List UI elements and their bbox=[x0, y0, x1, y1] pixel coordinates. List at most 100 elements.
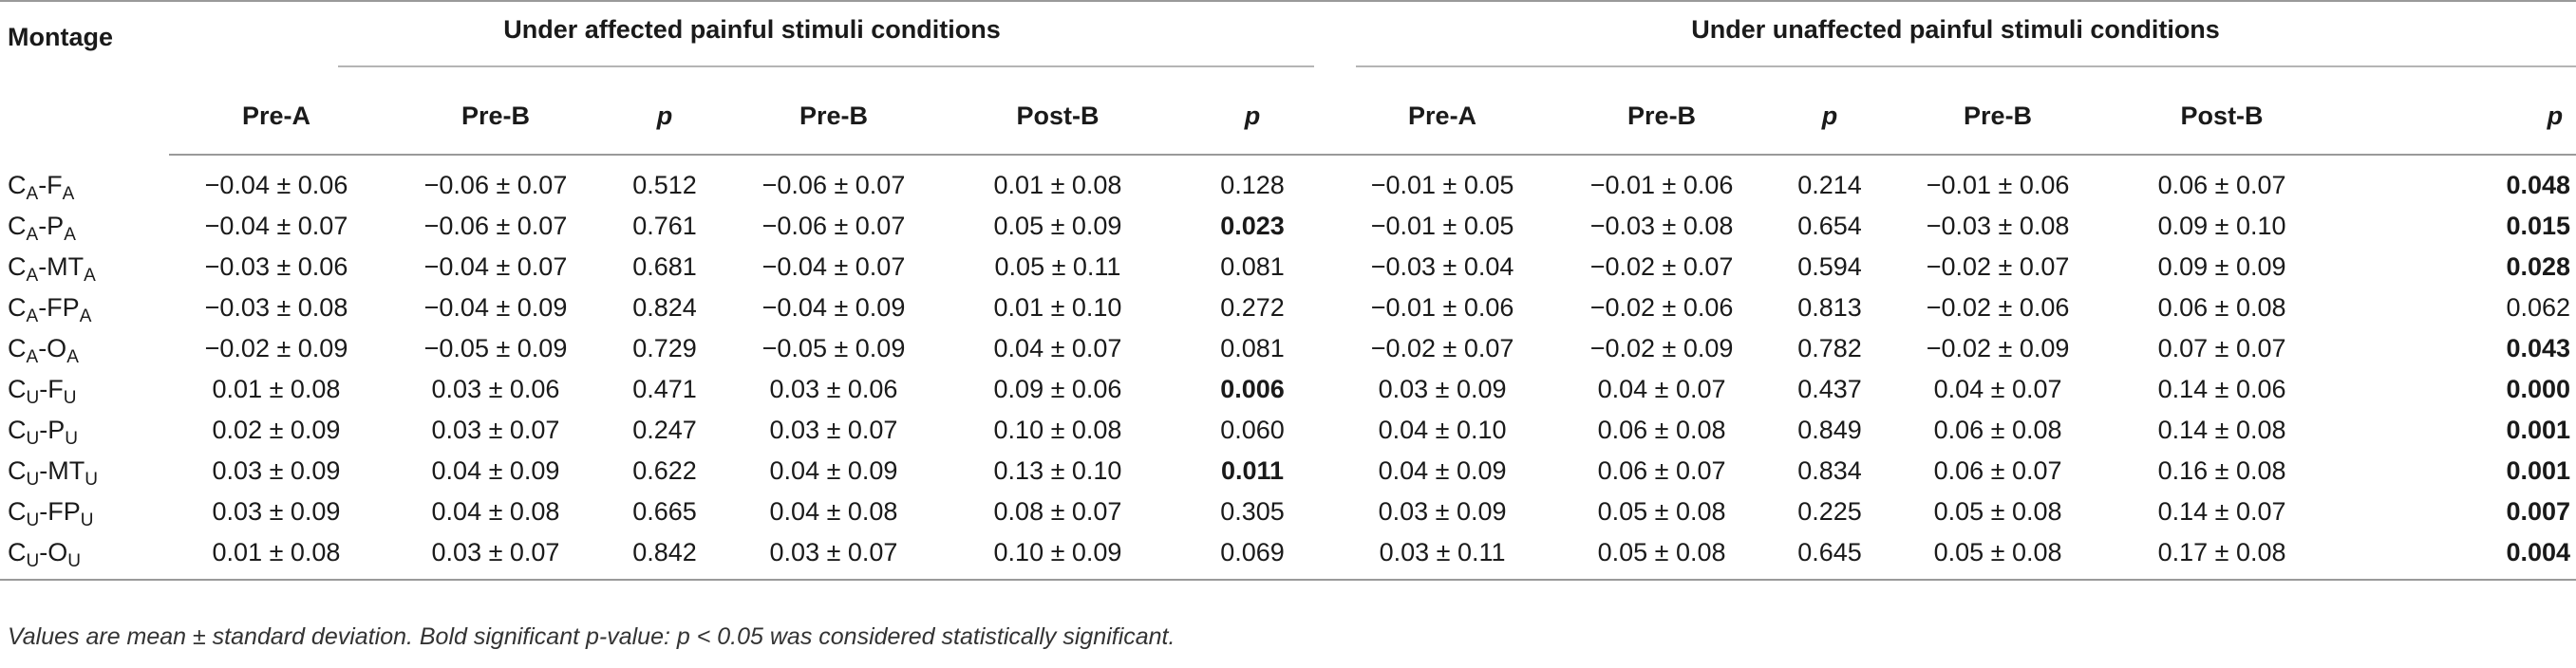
value-cell: 0.645 bbox=[1774, 532, 1887, 581]
group-divider bbox=[338, 65, 1315, 67]
value-cell: 0.729 bbox=[632, 334, 697, 362]
value-cell: 0.761 bbox=[632, 212, 697, 240]
value-cell: 0.04 ± 0.09 bbox=[431, 456, 560, 485]
value-cell: 0.305 bbox=[1220, 497, 1285, 526]
value-cell: −0.06 ± 0.07 bbox=[423, 212, 568, 240]
table-body: CA-FA −0.04 ± 0.06 −0.06 ± 0.07 0.512 −0.06 … bbox=[0, 155, 2576, 581]
value-cell: 0.04 ± 0.08 bbox=[431, 497, 560, 526]
value-cell: 0.622 bbox=[632, 456, 697, 485]
montage-main: C bbox=[8, 497, 27, 526]
value-cell: −0.03 ± 0.04 bbox=[1370, 252, 1514, 281]
value-cell: 0.043 bbox=[2506, 334, 2571, 362]
montage-sub-first: U bbox=[26, 429, 40, 449]
value-cell: 0.01 ± 0.10 bbox=[993, 293, 1122, 322]
table-row: CU-PU 0.02 ± 0.09 0.03 ± 0.07 0.247 0.03 ± 0… bbox=[0, 410, 2576, 451]
value-cell: 0.09 ± 0.06 bbox=[993, 375, 1122, 403]
value-cell: 0.05 ± 0.08 bbox=[1886, 532, 2111, 581]
column-header-9: p bbox=[1774, 78, 1887, 156]
value-cell: 0.081 bbox=[1220, 334, 1285, 362]
column-header-2: Pre-B bbox=[384, 78, 608, 156]
value-cell: 0.081 bbox=[1220, 252, 1285, 281]
montage-sub-second: A bbox=[66, 347, 79, 367]
value-cell: 0.004 bbox=[2334, 532, 2576, 581]
value-cell: 0.001 bbox=[2506, 416, 2571, 444]
value-cell: 0.01 ± 0.08 bbox=[993, 171, 1122, 199]
value-cell: 0.03 ± 0.09 bbox=[1378, 375, 1507, 403]
value-cell: 0.04 ± 0.07 bbox=[993, 334, 1122, 362]
column-header-4: Pre-B bbox=[722, 78, 946, 156]
value-cell: −0.01 ± 0.05 bbox=[1370, 171, 1514, 199]
value-cell: 0.03 ± 0.11 bbox=[1335, 532, 1551, 581]
table-row: CU-FU 0.01 ± 0.08 0.03 ± 0.06 0.471 0.03 ± 0… bbox=[0, 369, 2576, 410]
montage-cell: CA-FPA bbox=[0, 288, 169, 328]
value-cell: 0.14 ± 0.07 bbox=[2157, 497, 2286, 526]
value-cell: −0.05 ± 0.09 bbox=[423, 334, 568, 362]
value-cell: 0.04 ± 0.09 bbox=[1378, 456, 1507, 485]
column-header-10: Pre-B bbox=[1886, 78, 2111, 156]
value-cell: −0.03 ± 0.06 bbox=[204, 252, 348, 281]
value-cell: 0.015 bbox=[2506, 212, 2571, 240]
montage-main: C bbox=[8, 170, 27, 199]
value-cell: −0.02 ± 0.06 bbox=[1926, 293, 2070, 322]
value-cell: 0.08 ± 0.07 bbox=[993, 497, 1122, 526]
value-cell: 0.01 ± 0.08 bbox=[212, 375, 341, 403]
value-cell: −0.03 ± 0.08 bbox=[1589, 212, 1734, 240]
group-affected-header: Under affected painful stimuli condition… bbox=[169, 0, 1336, 78]
value-cell: 0.03 ± 0.06 bbox=[769, 375, 898, 403]
table-row: CU-FPU 0.03 ± 0.09 0.04 ± 0.08 0.665 0.04 ± … bbox=[0, 492, 2576, 532]
value-cell: 0.04 ± 0.08 bbox=[769, 497, 898, 526]
montage-sub-second: U bbox=[85, 470, 98, 490]
value-cell: −0.06 ± 0.07 bbox=[423, 171, 568, 199]
value-cell: −0.04 ± 0.09 bbox=[423, 293, 568, 322]
value-cell: −0.01 ± 0.05 bbox=[1370, 212, 1514, 240]
value-cell: 0.17 ± 0.08 bbox=[2110, 532, 2335, 581]
montage-cell: CA-PA bbox=[0, 206, 169, 247]
montage-mid: -FP bbox=[38, 293, 80, 322]
montage-mid: -MT bbox=[39, 456, 85, 485]
table-row: CA-FA −0.04 ± 0.06 −0.06 ± 0.07 0.512 −0.06 … bbox=[0, 155, 2576, 206]
value-cell: 0.011 bbox=[1220, 456, 1285, 485]
montage-cell: CU-FPU bbox=[0, 492, 169, 532]
montage-sub-first: A bbox=[26, 225, 39, 245]
value-cell: 0.128 bbox=[1220, 171, 1285, 199]
value-cell: 0.04 ± 0.07 bbox=[1933, 375, 2062, 403]
montage-mid: -F bbox=[38, 170, 63, 199]
column-header-5: Post-B bbox=[946, 78, 1170, 156]
value-cell: 0.782 bbox=[1797, 334, 1862, 362]
column-header-7: Pre-A bbox=[1335, 78, 1551, 156]
value-cell: −0.04 ± 0.07 bbox=[423, 252, 568, 281]
value-cell: −0.02 ± 0.07 bbox=[1926, 252, 2070, 281]
value-cell: 0.842 bbox=[608, 532, 722, 581]
value-cell: −0.04 ± 0.09 bbox=[762, 293, 906, 322]
montage-main: C bbox=[8, 375, 27, 403]
value-cell: −0.01 ± 0.06 bbox=[1589, 171, 1734, 199]
value-cell: 0.048 bbox=[2506, 171, 2571, 199]
montage-mid: -FP bbox=[39, 497, 81, 526]
montage-sub-first: U bbox=[26, 551, 40, 571]
montage-sub-first: U bbox=[26, 470, 40, 490]
value-cell: 0.681 bbox=[632, 252, 697, 281]
montage-cell: CU-FU bbox=[0, 369, 169, 410]
value-cell: −0.04 ± 0.06 bbox=[204, 171, 348, 199]
value-cell: 0.06 ± 0.08 bbox=[2157, 293, 2286, 322]
value-cell: 0.13 ± 0.10 bbox=[993, 456, 1122, 485]
value-cell: 0.824 bbox=[632, 293, 697, 322]
value-cell: 0.06 ± 0.07 bbox=[1597, 456, 1726, 485]
value-cell: 0.007 bbox=[2506, 497, 2571, 526]
group-unaffected-label: Under unaffected painful stimuli conditi… bbox=[1691, 14, 2220, 44]
montage-sub-first: A bbox=[26, 347, 39, 367]
value-cell: 0.813 bbox=[1797, 293, 1862, 322]
value-cell: 0.028 bbox=[2506, 252, 2571, 281]
montage-cell: CA-OA bbox=[0, 328, 169, 369]
column-header-12: p bbox=[2334, 78, 2576, 156]
montage-sub-second: U bbox=[65, 429, 78, 449]
value-cell: 0.09 ± 0.09 bbox=[2157, 252, 2286, 281]
montage-main: C bbox=[8, 252, 27, 281]
value-cell: 0.06 ± 0.07 bbox=[2157, 171, 2286, 199]
montage-mid: -P bbox=[39, 416, 66, 444]
column-header-row: Pre-A Pre-B p Pre-B Post-B p Pre-A Pre-B p Pre-B P… bbox=[0, 78, 2576, 156]
value-cell: 0.654 bbox=[1797, 212, 1862, 240]
value-cell: −0.01 ± 0.06 bbox=[1926, 171, 2070, 199]
montage-main: C bbox=[8, 538, 27, 566]
value-cell: −0.02 ± 0.07 bbox=[1589, 252, 1734, 281]
